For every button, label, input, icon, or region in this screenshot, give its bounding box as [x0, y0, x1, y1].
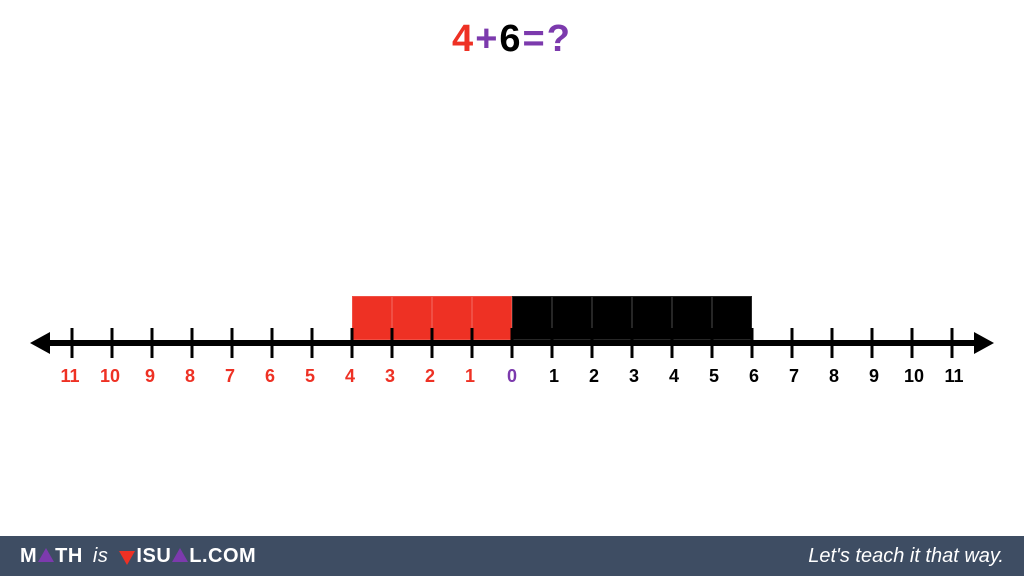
brand-l: L [189, 545, 202, 567]
tick-label: 5 [305, 366, 315, 387]
tick-mark [551, 328, 554, 358]
number-line-block [352, 296, 392, 340]
triangle-up-icon [38, 548, 54, 562]
tick-label: 9 [145, 366, 155, 387]
equation: 4 + 6 = ? [0, 18, 1024, 61]
equation-part: 4 [452, 18, 475, 61]
tick-mark [391, 328, 394, 358]
tick-label: 2 [425, 366, 435, 387]
tick-mark [231, 328, 234, 358]
tick-mark [471, 328, 474, 358]
tick-label: 4 [669, 366, 679, 387]
number-line-block [432, 296, 472, 340]
tick-mark [631, 328, 634, 358]
tick-label: 2 [589, 366, 599, 387]
tick-label: 0 [507, 366, 517, 387]
arrow-right-icon [974, 332, 994, 354]
tick-mark [791, 328, 794, 358]
tick-label: 10 [100, 366, 120, 387]
tick-mark [911, 328, 914, 358]
tick-label: 8 [829, 366, 839, 387]
tick-label: 11 [944, 366, 963, 387]
triangle-down-icon [119, 551, 135, 565]
tick-mark [711, 328, 714, 358]
tick-label: 6 [749, 366, 759, 387]
tick-mark [351, 328, 354, 358]
tick-mark [431, 328, 434, 358]
triangle-up-icon [172, 548, 188, 562]
tick-mark [871, 328, 874, 358]
tick-mark [831, 328, 834, 358]
brand-isu: ISU [136, 545, 171, 567]
number-line-block [592, 296, 632, 340]
arrow-left-icon [30, 332, 50, 354]
number-line-block [512, 296, 552, 340]
equation-part: 6 [499, 18, 522, 61]
number-line-block [712, 296, 752, 340]
equation-part: ? [547, 18, 572, 61]
tick-label: 6 [265, 366, 275, 387]
number-line-block [672, 296, 712, 340]
tick-mark [511, 328, 514, 358]
tick-label: 7 [225, 366, 235, 387]
tick-label: 10 [904, 366, 924, 387]
number-line-block [552, 296, 592, 340]
brand-is: is [93, 545, 108, 567]
tick-label: 1 [549, 366, 559, 387]
brand-m: M [20, 545, 37, 567]
tick-mark [751, 328, 754, 358]
tick-mark [311, 328, 314, 358]
tick-label: 1 [465, 366, 475, 387]
tick-label: 3 [629, 366, 639, 387]
number-line-block [392, 296, 432, 340]
tick-label: 4 [345, 366, 355, 387]
tick-mark [111, 328, 114, 358]
brand-th: TH [55, 545, 83, 567]
tick-mark [671, 328, 674, 358]
tick-label: 8 [185, 366, 195, 387]
footer-tagline: Let's teach it that way. [808, 545, 1004, 568]
tick-mark [951, 328, 954, 358]
tick-mark [271, 328, 274, 358]
tick-mark [191, 328, 194, 358]
tick-mark [71, 328, 74, 358]
equation-part: = [523, 18, 547, 61]
tick-label: 3 [385, 366, 395, 387]
tick-label: 11 [60, 366, 79, 387]
tick-label: 7 [789, 366, 799, 387]
tick-label: 9 [869, 366, 879, 387]
number-line: 111098765432101234567891011 [30, 288, 994, 408]
equation-part: + [475, 18, 499, 61]
tick-mark [591, 328, 594, 358]
number-line-block [472, 296, 512, 340]
number-line-block [632, 296, 672, 340]
tick-mark [151, 328, 154, 358]
footer-bar: M TH is ISU L.COM Let's teach it that way. [0, 536, 1024, 576]
brand-com: .COM [202, 545, 256, 567]
brand-logo: M TH is ISU L.COM [20, 545, 256, 568]
tick-label: 5 [709, 366, 719, 387]
